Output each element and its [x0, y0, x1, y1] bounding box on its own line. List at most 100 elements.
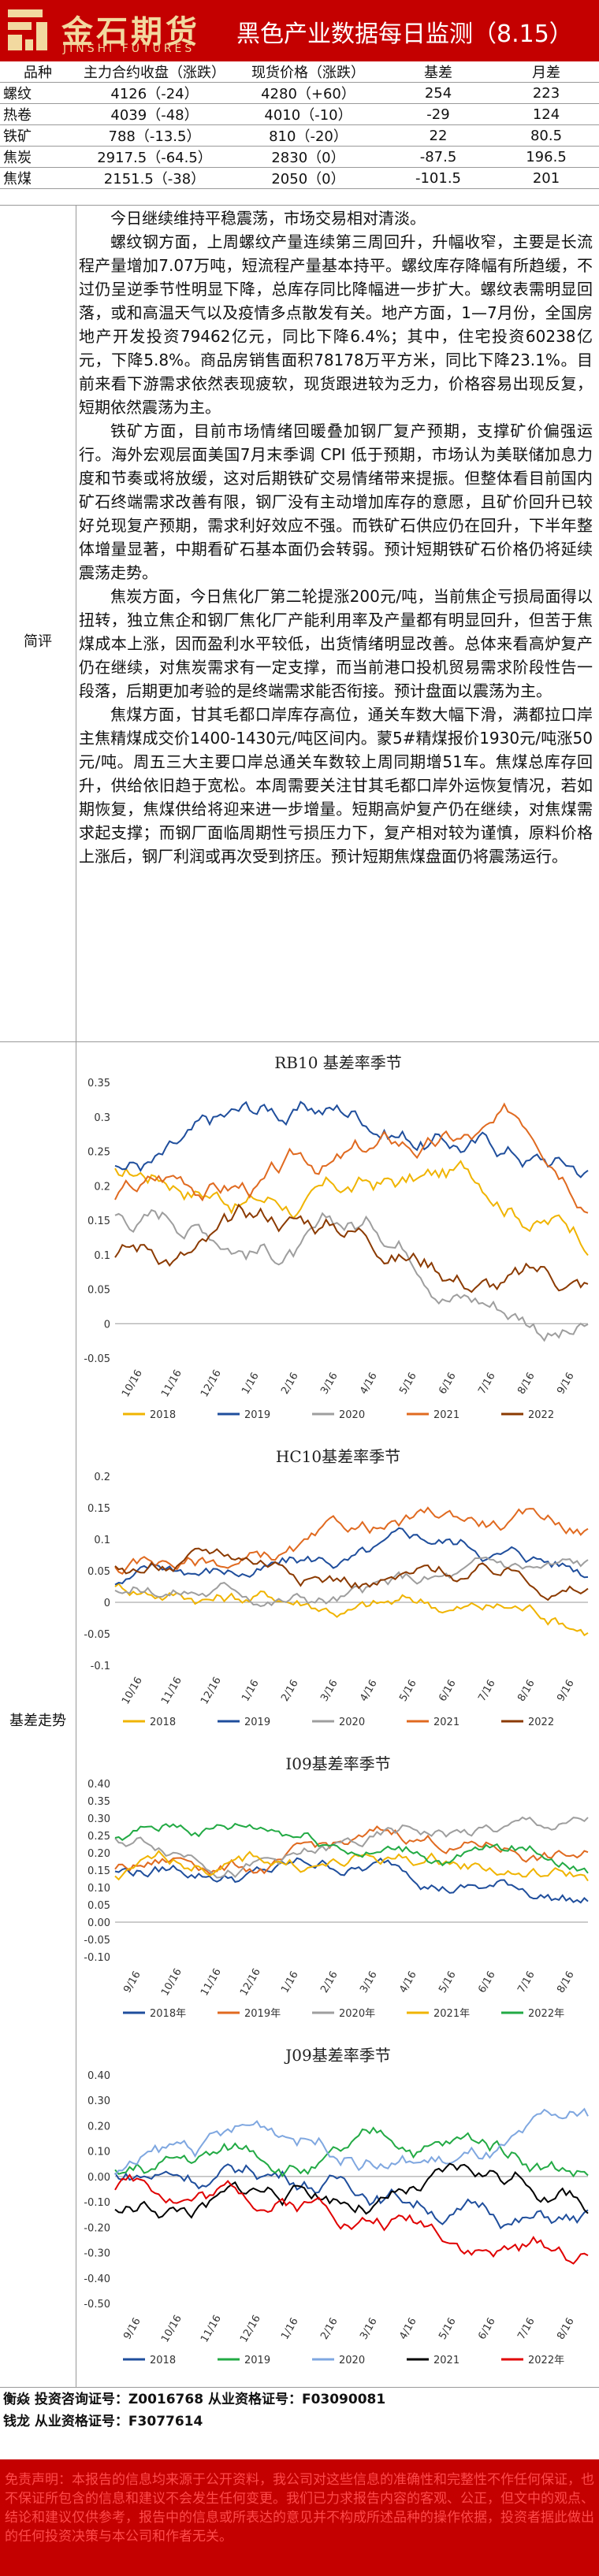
- x-tick-label: 2/16: [318, 2316, 340, 2342]
- series-line: [114, 2126, 589, 2178]
- chart-j09: J09基差率季节 0.40 0.30 0.20 0.10 0.00 -0.10 -0.20 -0…: [79, 2040, 597, 2379]
- spot-cell: 2830（0）: [233, 146, 383, 168]
- x-tick-label: 10/16: [159, 1966, 184, 1998]
- x-tick-label: 11/16: [199, 1966, 224, 1998]
- basis-cell: 254: [383, 82, 493, 104]
- y-tick-label: 0.00: [87, 2172, 110, 2184]
- y-tick-label: 0.10: [87, 2147, 110, 2158]
- x-tick-label: 6/16: [476, 1969, 498, 1995]
- summary-text: 今日继续维持平稳震荡，市场交易相对清淡。 螺纹钢方面，上周螺纹产量连续第三周回升…: [79, 206, 593, 868]
- basis-cell: -101.5: [383, 167, 493, 189]
- x-tick-label: 6/16: [437, 1678, 459, 1704]
- logo-mark-icon: [8, 9, 47, 50]
- summary-paragraph: 螺纹钢方面，上周螺纹产量连续第三周回升，升幅收窄，主要是长流程产量增加7.07万…: [79, 232, 593, 417]
- x-tick-label: 9/16: [555, 1371, 577, 1397]
- legend-label: 2018: [150, 1409, 176, 1421]
- legend-label: 2021: [433, 1717, 459, 1728]
- legend-label: 2020: [339, 1717, 365, 1728]
- y-tick-label: -0.05: [84, 1935, 110, 1947]
- y-tick-label: 0.15: [87, 1216, 110, 1227]
- analyst-line: 钱龙 从业资格证号：F3077614: [3, 2414, 203, 2429]
- summary-paragraph: 焦煤方面，甘其毛都口岸库存高位，通关车数大幅下滑，满都拉口岸主焦精煤成交价140…: [79, 705, 593, 866]
- x-tick-label: 9/16: [121, 2316, 143, 2342]
- spot-cell: 4280（+60）: [233, 82, 383, 104]
- x-tick-label: 10/16: [159, 2313, 184, 2344]
- summary-paragraph: 焦炭方面，今日焦化厂第二轮提涨200元/吨，当前焦企亏损局面得以扭转，独立焦企和…: [79, 587, 593, 700]
- series-line: [114, 2173, 589, 2265]
- y-tick-label: 0.25: [87, 1147, 110, 1159]
- disclaimer: 免责声明：本报告的信息均来源于公开资料，我公司对这些信息的准确性和完整性不作任何…: [0, 2459, 599, 2576]
- logo-chinese-text: 金石期货: [61, 14, 200, 50]
- analyst-line: 衡焱 投资咨询证号：Z0016768 从业资格证号：F03090081: [3, 2392, 386, 2407]
- y-tick-label: 0.10: [87, 1883, 110, 1895]
- column-header: 基差: [383, 61, 493, 83]
- chart-i09: I09基差率季节 0.40 0.35 0.30 0.25 0.20 0.15 0.10 0.05…: [79, 1749, 597, 2032]
- x-tick-label: 4/16: [397, 2316, 419, 2342]
- x-tick-label: 8/16: [515, 1371, 538, 1397]
- spread-cell: 124: [493, 103, 599, 125]
- x-tick-label: 8/16: [515, 1678, 538, 1704]
- x-tick-label: 5/16: [397, 1371, 419, 1397]
- column-header: 主力合约收盘（涨跌）: [76, 61, 233, 83]
- table-row: 热卷 4039（-48） 4010（-10） -29 124: [0, 103, 599, 125]
- x-tick-label: 9/16: [555, 1678, 577, 1704]
- y-tick-label: 0.15: [87, 1503, 110, 1515]
- chart-rb10: RB10 基差率季节 0.35 0.3 0.25 0.2 0.15 0.1 0.05 0 -0.0…: [79, 1048, 597, 1434]
- legend-label: 2022: [528, 1409, 554, 1421]
- x-tick-label: 3/16: [358, 1969, 380, 1995]
- legend-label: 2019: [244, 1409, 270, 1421]
- spot-cell: 2050（0）: [233, 167, 383, 189]
- series-line: [114, 1547, 589, 1602]
- x-tick-label: 8/16: [555, 1969, 577, 1995]
- legend-label: 2019年: [244, 2008, 281, 2020]
- x-tick-label: 5/16: [437, 1969, 459, 1995]
- x-tick-label: 7/16: [476, 1371, 498, 1397]
- y-tick-label: 0.20: [87, 2121, 110, 2132]
- y-tick-label: 0.35: [87, 1078, 110, 1089]
- x-tick-label: 11/16: [159, 1368, 184, 1399]
- summary-paragraph: 铁矿方面，目前市场情绪回暖叠加钢厂复产预期，支撑矿价偏强运行。海外宏观层面美国7…: [79, 421, 593, 582]
- y-tick-label: 0.30: [87, 2095, 110, 2107]
- x-tick-label: 12/16: [238, 2313, 263, 2344]
- series-line: [114, 2107, 589, 2176]
- y-tick-label: -0.1: [91, 1661, 110, 1672]
- spread-cell: 80.5: [493, 124, 599, 147]
- series-line: [114, 1160, 589, 1256]
- basis-cell: 22: [383, 124, 493, 147]
- legend-label: 2022年: [528, 2008, 564, 2020]
- y-tick-label: -0.05: [84, 1629, 110, 1641]
- y-tick-label: 0.00: [87, 1917, 110, 1929]
- legend-label: 2020年: [339, 2008, 375, 2020]
- x-tick-label: 3/16: [318, 1371, 340, 1397]
- price-table: 品种 主力合约收盘（涨跌） 现货价格（涨跌） 基差 月差 螺纹 4126（-24…: [0, 61, 599, 189]
- spot-cell: 4010（-10）: [233, 103, 383, 125]
- y-tick-label: 0.30: [87, 1813, 110, 1825]
- report-header: 金石期货 JINSHI FUTURES 黑色产业数据每日监测（8.15）: [0, 0, 599, 61]
- table-row: 焦炭 2917.5（-64.5） 2830（0） -87.5 196.5: [0, 146, 599, 168]
- legend-label: 2022: [528, 1717, 554, 1728]
- legend-label: 2018年: [150, 2008, 186, 2020]
- company-logo: 金石期货 JINSHI FUTURES: [5, 5, 210, 57]
- footer-divider: [0, 2387, 599, 2388]
- y-tick-label: 0.3: [94, 1112, 110, 1124]
- y-tick-label: -0.05: [84, 1353, 110, 1365]
- x-tick-label: 10/16: [120, 1675, 145, 1706]
- disclaimer-text: 免责声明：本报告的信息均来源于公开资料，我公司对这些信息的准确性和完整性不作任何…: [5, 2472, 594, 2544]
- basis-label: 基差走势: [9, 1713, 66, 1729]
- x-tick-label: 5/16: [437, 2316, 459, 2342]
- chart-title: RB10 基差率季节: [274, 1053, 402, 1072]
- column-header: 现货价格（涨跌）: [233, 61, 383, 83]
- x-tick-label: 4/16: [397, 1969, 419, 1995]
- spread-cell: 201: [493, 167, 599, 189]
- close-cell: 2151.5（-38）: [76, 167, 233, 189]
- legend-label: 2021年: [433, 2008, 470, 2020]
- x-tick-label: 12/16: [199, 1368, 224, 1399]
- legend-label: 2019: [244, 2355, 270, 2366]
- commodity-name: 螺纹: [0, 82, 76, 104]
- legend-label: 2021: [433, 2355, 459, 2366]
- spread-cell: 223: [493, 82, 599, 104]
- commodity-name: 铁矿: [0, 124, 76, 147]
- y-tick-label: 0.05: [87, 1900, 110, 1912]
- y-tick-label: 0.15: [87, 1865, 110, 1877]
- x-tick-label: 1/16: [240, 1371, 262, 1397]
